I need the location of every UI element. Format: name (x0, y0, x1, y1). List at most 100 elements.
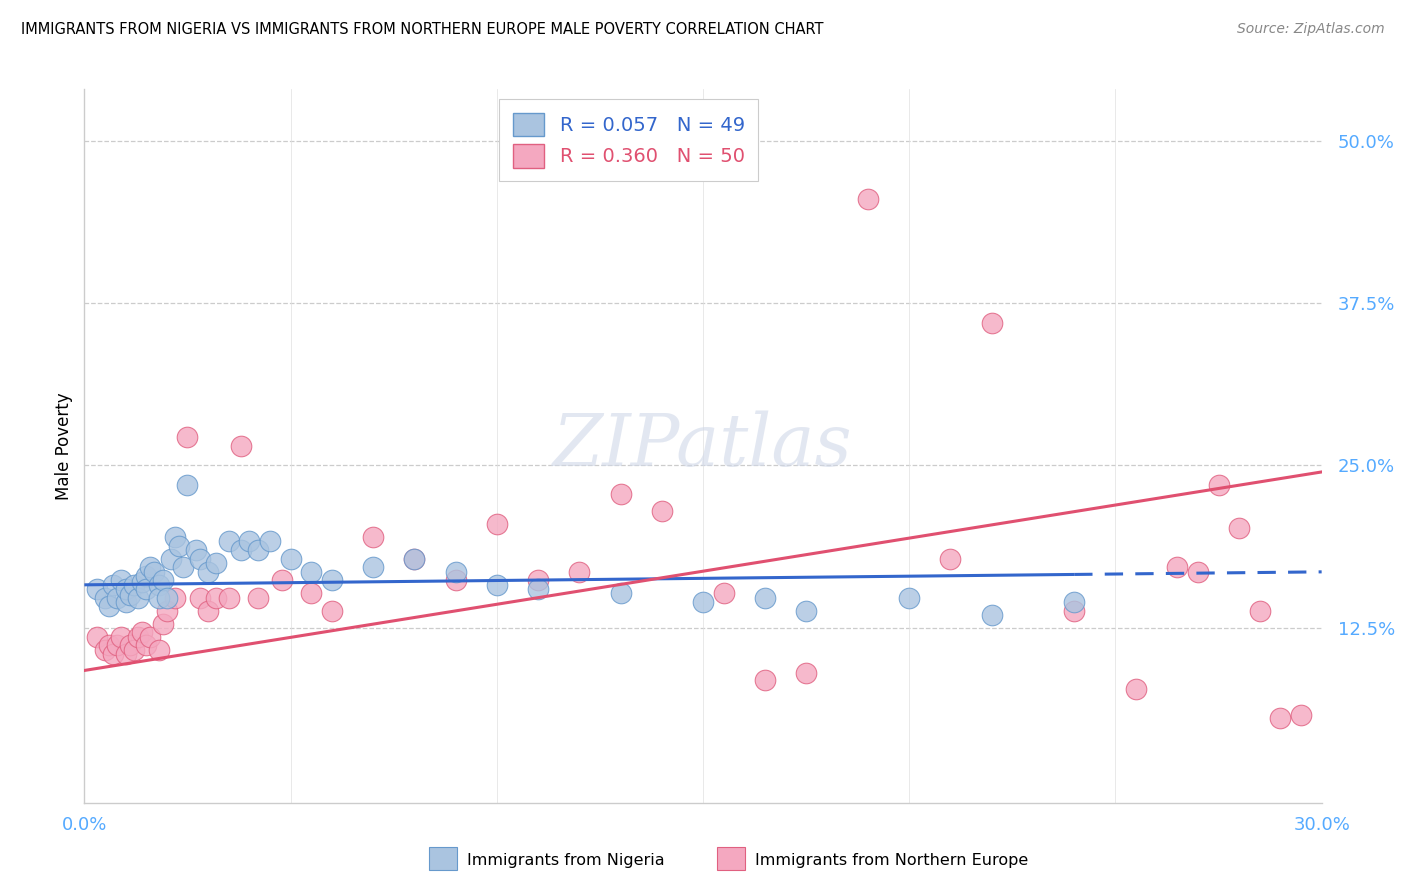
Point (152, 616, 174, 631)
Point (1063, 604, 1085, 618)
Point (794, 666, 817, 681)
Point (94, 591, 117, 605)
Point (165, 530, 187, 544)
Point (197, 565, 219, 579)
Point (980, 607, 1002, 622)
Point (713, 585, 735, 599)
Point (135, 568, 157, 582)
Point (856, 193, 879, 207)
Point (229, 542, 252, 557)
Point (94, 642, 117, 657)
Point (197, 604, 219, 618)
Point (321, 573, 343, 587)
Point (114, 595, 136, 609)
Point (122, 578, 145, 592)
Text: Source: ZipAtlas.com: Source: ZipAtlas.com (1237, 22, 1385, 37)
Point (271, 573, 294, 587)
Point (444, 565, 467, 579)
Point (122, 642, 145, 657)
Point (568, 565, 591, 579)
Point (218, 591, 240, 605)
Point (1166, 559, 1188, 574)
Text: IMMIGRANTS FROM NIGERIA VS IMMIGRANTS FROM NORTHERN EUROPE MALE POVERTY CORRELAT: IMMIGRANTS FROM NIGERIA VS IMMIGRANTS FR… (21, 22, 824, 37)
Point (118, 638, 141, 652)
Point (321, 604, 343, 618)
Point (754, 673, 776, 687)
Point (184, 542, 207, 557)
Point (444, 573, 467, 587)
Point (238, 533, 260, 548)
Point (148, 642, 170, 657)
Point (148, 591, 170, 605)
Point (1249, 604, 1271, 618)
Point (127, 591, 149, 605)
Point (139, 630, 162, 644)
Point (143, 565, 166, 579)
Point (86, 582, 108, 596)
Point (404, 552, 426, 566)
Point (692, 595, 714, 609)
Point (176, 478, 198, 492)
Point (1208, 478, 1230, 492)
Point (114, 582, 136, 596)
Point (156, 591, 179, 605)
Point (299, 585, 322, 599)
Point (527, 573, 550, 587)
Point (1125, 681, 1147, 696)
Point (114, 647, 136, 661)
Point (205, 591, 228, 605)
Point (188, 591, 211, 605)
Point (98, 599, 121, 613)
Text: ZIPatlas: ZIPatlas (553, 410, 853, 482)
Point (110, 630, 132, 644)
Point (794, 604, 817, 618)
Point (176, 430, 198, 444)
Point (86, 630, 108, 644)
Point (172, 559, 194, 574)
Point (1063, 595, 1085, 609)
Point (139, 559, 162, 574)
Point (361, 559, 384, 574)
Point (361, 530, 384, 544)
Point (939, 552, 962, 566)
Text: Immigrants from Northern Europe: Immigrants from Northern Europe (755, 854, 1028, 868)
Point (135, 582, 157, 596)
Point (651, 504, 673, 518)
Point (246, 591, 269, 605)
Point (980, 316, 1002, 330)
Point (527, 582, 550, 596)
Point (103, 647, 125, 661)
Point (205, 556, 228, 570)
Point (1187, 565, 1209, 579)
Point (131, 575, 153, 590)
Point (609, 585, 631, 599)
Point (105, 638, 128, 652)
Point (103, 578, 125, 592)
Point (229, 439, 252, 453)
Point (110, 573, 132, 587)
Point (259, 533, 281, 548)
Point (1227, 521, 1250, 535)
Point (609, 487, 631, 501)
Y-axis label: Male Poverty: Male Poverty (55, 392, 73, 500)
Point (404, 552, 426, 566)
Point (485, 516, 508, 531)
Point (299, 565, 322, 579)
Point (165, 591, 187, 605)
Point (754, 591, 776, 605)
Point (127, 630, 149, 644)
Point (105, 591, 128, 605)
Point (152, 573, 174, 587)
Point (98, 638, 121, 652)
Point (118, 588, 141, 602)
Point (280, 552, 302, 566)
Point (131, 624, 153, 639)
Point (1270, 711, 1292, 725)
Point (218, 533, 240, 548)
Point (160, 552, 183, 566)
Point (167, 539, 190, 553)
Point (188, 552, 211, 566)
Point (485, 578, 508, 592)
Point (898, 591, 921, 605)
Legend: R = 0.057   N = 49, R = 0.360   N = 50: R = 0.057 N = 49, R = 0.360 N = 50 (499, 99, 758, 181)
